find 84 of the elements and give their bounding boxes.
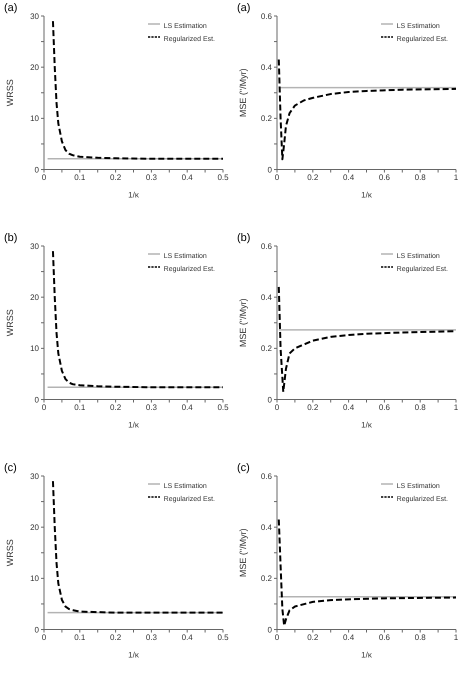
x-tick-label: 0 [274, 633, 280, 642]
y-tick-label: 20 [30, 63, 40, 72]
chart-title: (b) [237, 232, 250, 244]
x-axis-title: 1/κ [361, 190, 373, 200]
y-axis-title: MSE ("/Myr) [238, 68, 248, 118]
x-tick-label: 1 [454, 173, 459, 182]
line-series [278, 518, 456, 627]
line-series [52, 20, 223, 160]
x-tick-label: 0.2 [307, 403, 319, 412]
x-tick-label: 0 [274, 173, 280, 182]
x-tick-label: 0.4 [182, 633, 194, 642]
y-tick-label: 0.2 [260, 114, 273, 124]
line-series [52, 250, 223, 388]
chart-title: (a) [237, 2, 250, 14]
chart-title: (a) [4, 2, 18, 14]
x-axis-title: 1/κ [361, 650, 373, 660]
x-axis-title: 1/κ [128, 420, 140, 430]
y-tick-label: 0.6 [260, 472, 273, 481]
x-tick-label: 0.6 [378, 403, 391, 412]
x-tick-label: 0.3 [146, 633, 158, 642]
chart-title: (c) [237, 462, 250, 474]
y-tick-label: 0 [34, 165, 40, 174]
y-tick-label: 10 [30, 114, 40, 124]
y-axis-title: WRSS [5, 79, 16, 106]
x-tick-label: 0.8 [414, 633, 426, 642]
chart-title: (b) [4, 232, 18, 244]
x-tick-label: 0.2 [110, 403, 122, 412]
y-axis-title: MSE ("/Myr) [238, 528, 248, 578]
x-tick-label: 0.4 [343, 173, 355, 182]
x-tick-label: 0 [42, 633, 47, 642]
y-tick-label: 0.2 [260, 574, 273, 584]
x-tick-label: 0.4 [182, 403, 194, 412]
x-tick-label: 0.2 [307, 633, 319, 642]
x-tick-label: 0.1 [74, 403, 86, 412]
y-tick-label: 0 [268, 625, 273, 634]
y-tick-label: 20 [30, 523, 40, 532]
x-tick-label: 0 [274, 403, 280, 412]
chart-title: (c) [4, 462, 17, 474]
y-tick-label: 30 [30, 12, 40, 21]
y-tick-label: 0.6 [260, 242, 273, 251]
line-series [278, 58, 456, 160]
x-tick-label: 0.1 [74, 633, 86, 642]
y-tick-label: 0.4 [260, 523, 273, 532]
line-series [52, 480, 223, 614]
y-tick-label: 0.4 [260, 63, 273, 72]
y-axis-title: WRSS [5, 539, 16, 566]
x-tick-label: 0.5 [217, 403, 230, 412]
x-tick-label: 0.6 [378, 633, 391, 642]
x-tick-label: 0.8 [414, 403, 426, 412]
x-tick-label: 0.4 [343, 403, 355, 412]
x-tick-label: 0.2 [307, 173, 319, 182]
y-tick-label: 0 [268, 165, 273, 174]
y-tick-label: 30 [30, 472, 40, 481]
y-tick-label: 30 [30, 242, 40, 251]
x-tick-label: 0.2 [110, 633, 122, 642]
y-tick-label: 20 [30, 293, 40, 302]
y-axis-title: WRSS [5, 309, 16, 336]
x-tick-label: 0.3 [146, 403, 158, 412]
x-tick-label: 0.5 [217, 633, 230, 642]
x-tick-label: 0.4 [343, 633, 355, 642]
y-axis-title: MSE ("/Myr) [238, 298, 248, 348]
y-tick-label: 0 [268, 395, 273, 404]
x-tick-label: 1 [454, 403, 459, 412]
x-tick-label: 0.2 [110, 173, 122, 182]
x-tick-label: 0 [42, 173, 47, 182]
y-tick-label: 0 [34, 395, 40, 404]
y-tick-label: 0.6 [260, 12, 273, 21]
x-tick-label: 1 [454, 633, 459, 642]
y-tick-label: 10 [30, 344, 40, 354]
line-series [278, 286, 456, 393]
y-tick-label: 0 [34, 625, 40, 634]
x-tick-label: 0.6 [378, 173, 391, 182]
x-tick-label: 0.8 [414, 173, 426, 182]
x-tick-label: 0.4 [182, 173, 194, 182]
x-axis-title: 1/κ [128, 650, 140, 660]
x-tick-label: 0.3 [146, 173, 158, 182]
x-tick-label: 0.1 [74, 173, 86, 182]
x-axis-title: 1/κ [128, 190, 140, 200]
y-tick-label: 10 [30, 574, 40, 584]
x-tick-label: 0 [42, 403, 47, 412]
y-tick-label: 0.2 [260, 344, 273, 354]
y-tick-label: 0.4 [260, 293, 273, 302]
x-tick-label: 0.5 [217, 173, 230, 182]
x-axis-title: 1/κ [361, 420, 373, 430]
